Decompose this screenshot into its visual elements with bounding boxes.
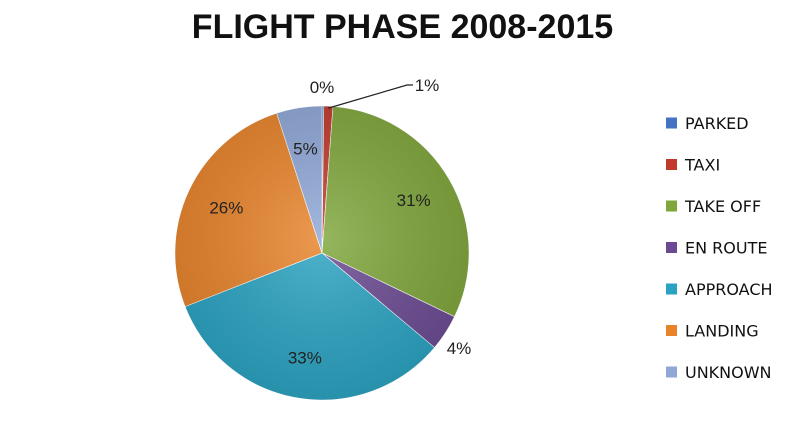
slice-labels: 0% 1% 31% 4% 33% 26% 5% [209,76,471,367]
legend-swatch-approach [666,283,677,295]
legend-swatch-landing [666,325,677,336]
legend-label-landing: LANDING [685,322,759,341]
legend-swatch-parked [666,117,677,129]
legend-swatch-take-off [666,200,677,212]
chart-title: FLIGHT PHASE 2008-2015 [191,8,614,46]
legend-label-taxi: TAXI [684,156,720,175]
legend: PARKED TAXI TAKE OFF EN ROUTE APPROACH LANDIN… [666,114,773,382]
legend-label-take-off: TAKE OFF [684,197,761,216]
pie-slices [174,105,470,401]
slice-label-taxi: 1% [415,76,440,95]
legend-swatch-unknown [666,366,677,378]
leader-line-taxi [328,84,413,109]
legend-swatch-en-route [666,242,677,253]
slice-label-take-off: 31% [397,191,431,210]
slice-label-landing: 26% [209,199,243,218]
legend-label-en-route: EN ROUTE [685,239,767,258]
slice-label-parked: 0% [310,78,335,97]
legend-label-approach: APPROACH [685,280,773,299]
legend-label-unknown: UNKNOWN [685,363,772,382]
slice-label-approach: 33% [288,348,322,367]
legend-swatch-taxi [666,159,677,170]
slice-label-unknown: 5% [293,139,318,158]
slice-label-en-route: 4% [447,339,472,358]
legend-label-parked: PARKED [685,114,749,133]
